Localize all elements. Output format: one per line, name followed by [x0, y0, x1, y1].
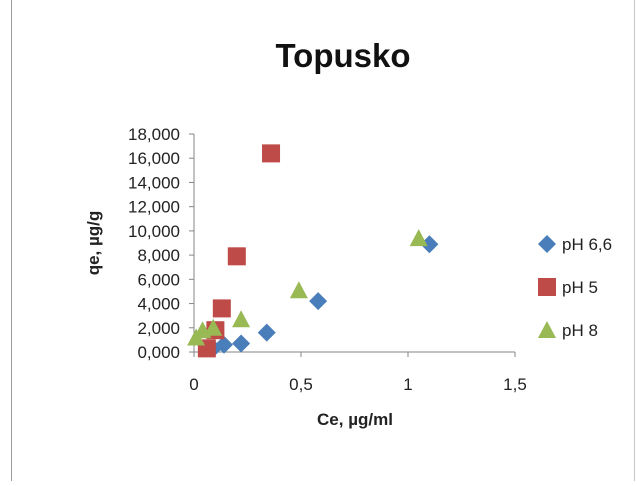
data-point-triangle — [289, 281, 308, 299]
data-point-diamond — [420, 235, 439, 254]
y-tick-label: 0,000 — [137, 343, 180, 362]
y-tick-label: 14,000 — [128, 173, 180, 192]
legend-label: pH 6,6 — [562, 235, 612, 254]
x-tick-label: 0 — [189, 375, 198, 394]
x-axis-title: Ce, µg/ml — [317, 410, 393, 429]
data-point-triangle — [409, 229, 428, 247]
data-point-diamond — [257, 323, 276, 342]
x-axis-ticks: 0 0,5 1 1,5 — [189, 352, 527, 394]
data-point-triangle — [232, 310, 251, 328]
legend: pH 6,6 pH 5 pH 8 — [538, 235, 612, 340]
y-tick-label: 16,000 — [128, 149, 180, 168]
y-tick-label: 12,000 — [128, 198, 180, 217]
y-tick-label: 8,000 — [137, 246, 180, 265]
y-axis-ticks: 0,000 2,000 4,000 6,000 8,000 10,000 12,000 14,… — [128, 125, 194, 362]
data-point-square — [227, 247, 246, 266]
data-point-diamond — [232, 334, 251, 353]
y-tick-label: 2,000 — [137, 319, 180, 338]
x-tick-label: 1,5 — [503, 375, 527, 394]
scatter-chart: Topusko 0,000 2,000 4,000 6,000 8,000 10,000 1… — [84, 37, 612, 429]
legend-label: pH 8 — [562, 321, 598, 340]
chart-title: Topusko — [275, 37, 410, 74]
y-tick-label: 6,000 — [137, 270, 180, 289]
data-point-square — [262, 144, 281, 163]
data-point-triangle — [204, 318, 223, 336]
data-point-diamond — [214, 335, 233, 354]
x-tick-label: 0,5 — [289, 375, 313, 394]
legend-diamond-icon — [538, 235, 556, 253]
data-point-diamond — [309, 292, 328, 311]
data-markers — [187, 144, 439, 358]
legend-square-icon — [538, 278, 556, 296]
data-point-square — [212, 299, 231, 318]
plot-area: 0,000 2,000 4,000 6,000 8,000 10,000 12,000 14,… — [128, 125, 527, 394]
y-axis-title: qe, µg/g — [84, 211, 103, 276]
chart-frame: Topusko 0,000 2,000 4,000 6,000 8,000 10,000 1… — [11, 0, 635, 481]
y-tick-label: 4,000 — [137, 295, 180, 314]
legend-label: pH 5 — [562, 278, 598, 297]
y-tick-label: 18,000 — [128, 125, 180, 144]
y-tick-label: 10,000 — [128, 222, 180, 241]
x-tick-label: 1 — [403, 375, 412, 394]
legend-triangle-icon — [538, 321, 556, 338]
